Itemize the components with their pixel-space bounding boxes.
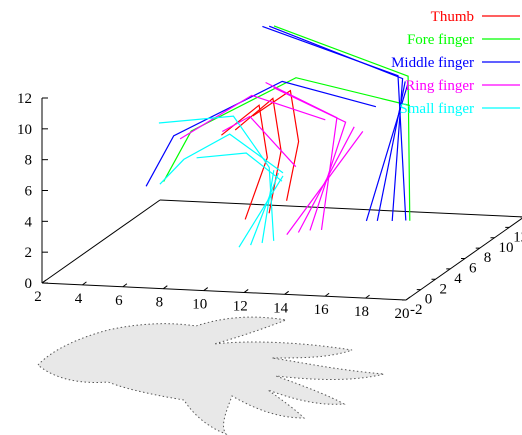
x-tick-mark bbox=[405, 296, 411, 301]
small-finger-line bbox=[159, 133, 284, 185]
fore-finger-line bbox=[163, 77, 411, 182]
small-finger-line bbox=[196, 152, 283, 182]
legend-label-middle-finger: Middle finger bbox=[391, 55, 474, 71]
x-tick-label: 12 bbox=[233, 298, 248, 314]
middle-finger-line bbox=[262, 25, 407, 221]
legend-label-thumb: Thumb bbox=[431, 9, 474, 25]
z-tick-label: 2 bbox=[25, 245, 33, 261]
y-tick-label: 2 bbox=[440, 281, 448, 297]
y-tick-label: 12 bbox=[513, 229, 522, 245]
x-tick-mark bbox=[324, 292, 330, 297]
x-tick-label: 8 bbox=[156, 295, 164, 311]
x-tick-label: 4 bbox=[75, 291, 83, 307]
ring-finger-line bbox=[297, 126, 355, 233]
z-tick-label: 4 bbox=[25, 214, 33, 230]
z-tick-label: 0 bbox=[25, 276, 33, 292]
small-finger-line bbox=[250, 172, 279, 246]
middle-finger-line bbox=[376, 81, 406, 222]
x-tick-mark bbox=[365, 294, 370, 299]
x-tick-label: 18 bbox=[354, 304, 369, 320]
series-lines bbox=[145, 25, 411, 248]
x-tick-mark bbox=[243, 289, 249, 293]
z-tick-label: 6 bbox=[25, 184, 33, 200]
x-tick-label: 20 bbox=[395, 306, 410, 322]
x-tick-label: 6 bbox=[115, 293, 123, 309]
ring-finger-line bbox=[273, 87, 347, 231]
legend: Thumb Fore finger Middle finger Ring finger… bbox=[391, 9, 520, 117]
legend-label-fore-finger: Fore finger bbox=[407, 32, 474, 48]
hand-silhouette bbox=[37, 316, 385, 435]
middle-finger-line bbox=[365, 83, 409, 222]
ring-finger-line bbox=[179, 94, 326, 140]
small-finger-line bbox=[238, 175, 284, 248]
z-tick-group: 0 2 4 6 8 10 12 bbox=[17, 91, 48, 292]
x-tick-mark bbox=[203, 287, 209, 291]
y-tick-label: 6 bbox=[469, 261, 477, 277]
x-tick-mark bbox=[122, 283, 128, 288]
middle-finger-line bbox=[145, 80, 377, 187]
z-tick-label: 8 bbox=[25, 153, 33, 169]
axes-frame bbox=[41, 98, 522, 301]
ring-finger-line bbox=[222, 115, 297, 168]
y-tick-label: 10 bbox=[499, 240, 514, 256]
x-tick-label: 16 bbox=[314, 302, 330, 318]
x-tick-label: 10 bbox=[192, 297, 207, 313]
x-tick-label: 2 bbox=[34, 289, 42, 305]
x-tick-mark bbox=[163, 285, 168, 290]
x-tick-mark bbox=[82, 281, 87, 286]
y-tick-label: -2 bbox=[410, 302, 423, 318]
y-back-line bbox=[159, 199, 522, 218]
y-tick-label: 4 bbox=[454, 271, 462, 287]
middle-finger-line bbox=[268, 25, 404, 222]
small-finger-line bbox=[158, 115, 275, 241]
y-tick-group: -202468101214 bbox=[402, 216, 522, 318]
x-back-line bbox=[41, 199, 161, 284]
x-tick-group: 2 4 6 8 10 12 14 16 18 20 bbox=[34, 279, 411, 322]
thumb-line bbox=[252, 89, 300, 201]
ring-finger-line bbox=[286, 131, 364, 235]
thumb-line bbox=[234, 97, 282, 214]
x-tick-mark bbox=[284, 290, 289, 295]
fore-finger-line bbox=[273, 25, 411, 221]
y-tick-label: 8 bbox=[484, 250, 492, 266]
legend-label-small-finger: Small finger bbox=[399, 101, 474, 117]
z-tick-label: 12 bbox=[17, 91, 32, 107]
x-tick-label: 14 bbox=[273, 300, 289, 316]
x-axis-line bbox=[41, 282, 407, 301]
legend-label-ring-finger: Ring finger bbox=[405, 78, 474, 94]
small-finger-line bbox=[261, 170, 275, 244]
y-tick-label: 0 bbox=[425, 292, 433, 308]
z-tick-label: 10 bbox=[17, 122, 32, 138]
